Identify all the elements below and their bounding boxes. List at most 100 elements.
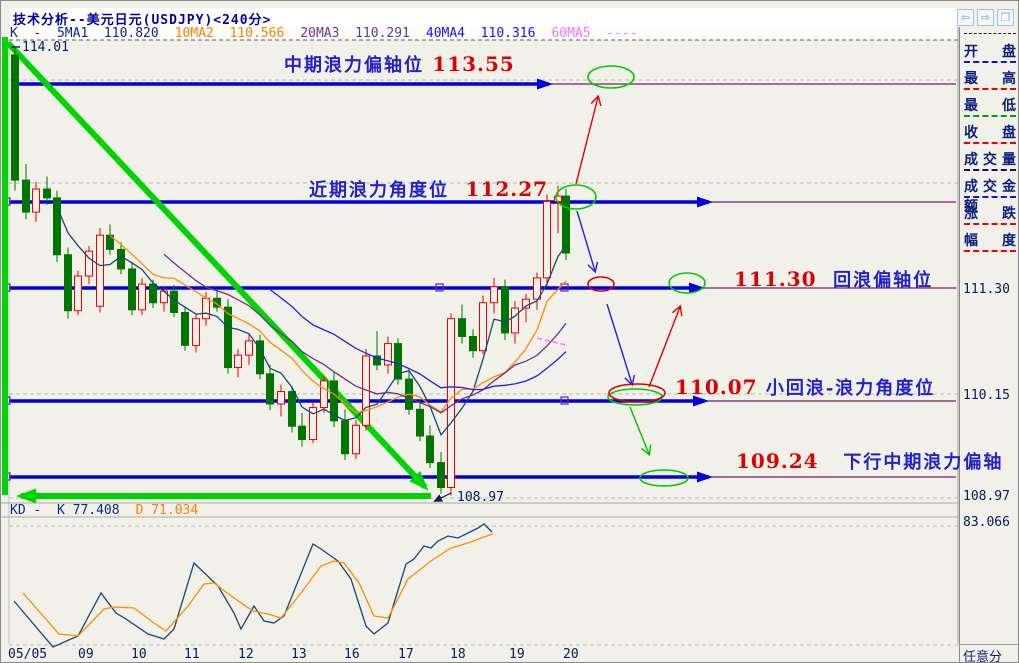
sidebar-row-value-line <box>964 115 1016 117</box>
sidebar-row-label: 最低 <box>964 98 1016 114</box>
candle-body <box>160 290 168 304</box>
ma-line <box>269 288 567 391</box>
cascade-icon[interactable]: ❐ <box>997 9 1014 26</box>
text-part: KD - K 77.408 <box>10 503 120 518</box>
line-drag-handle[interactable] <box>2 396 11 405</box>
kd-d-line <box>22 533 494 637</box>
sidebar-row-label: 涨跌 <box>964 206 1016 222</box>
line-drag-handle[interactable] <box>435 283 444 292</box>
candle-body <box>192 318 200 346</box>
price-mark-text: 108.97 <box>457 490 504 505</box>
candle-body <box>352 424 360 455</box>
quote-sidebar: 开盘 最高 最低 收盘 成交量 成交金额 涨跌 幅度 <box>961 29 1018 252</box>
highlight-ellipse[interactable] <box>607 388 663 406</box>
sidebar-row: 成交金额 <box>961 171 1018 215</box>
sidebar-row: 成交量 <box>961 144 1018 171</box>
price-scale-value: 83.066 <box>963 515 1010 530</box>
candle-body <box>266 373 274 405</box>
candle-body <box>562 195 570 254</box>
candle-body <box>437 462 445 489</box>
sidebar-row-value-line <box>964 250 1016 252</box>
sidebar-row: 涨跌 <box>961 198 1018 225</box>
line-drag-handle[interactable] <box>560 283 569 292</box>
x-axis-label: 12 <box>238 647 254 662</box>
sidebar-row-label: 幅度 <box>964 233 1016 249</box>
level-price-text: 110.07 <box>675 375 758 399</box>
highlight-ellipse[interactable] <box>587 276 615 292</box>
candle-body <box>117 248 125 270</box>
period-selector[interactable]: 任意分 <box>963 650 1003 663</box>
sidebar-row-label: 最高 <box>964 71 1016 87</box>
candle-body <box>320 380 328 409</box>
price-scale-value: 111.30 <box>963 282 1010 297</box>
forward-icon[interactable]: ⇨ <box>977 9 994 26</box>
candle-body <box>501 286 509 334</box>
x-axis-label: 20 <box>563 647 579 662</box>
x-axis-label: 05/05 <box>8 647 48 662</box>
projection-arrow[interactable] <box>575 94 602 185</box>
back-icon[interactable]: ⇦ <box>957 9 974 26</box>
x-axis-label: 10 <box>131 647 147 662</box>
highlight-ellipse[interactable] <box>668 272 706 294</box>
highlight-ellipse[interactable] <box>555 184 597 210</box>
candle-body <box>202 297 210 320</box>
trend-line[interactable] <box>5 40 429 491</box>
text-part: 40MA4 110.316 <box>425 25 536 41</box>
candle-body <box>522 298 530 309</box>
level-name-text: 小回浪-浪力角度位 <box>757 378 936 399</box>
sidebar-row: 幅度 <box>961 225 1018 252</box>
candle-body <box>405 378 413 410</box>
sidebar-row: 最高 <box>961 63 1018 90</box>
title-bar: 技术分析--美元日元(USDJPY)<240分> <box>10 8 958 28</box>
highlight-ellipse[interactable] <box>639 469 689 487</box>
candle-body <box>64 254 72 312</box>
candle-body <box>533 277 541 300</box>
projection-arrow[interactable] <box>629 406 652 457</box>
candle-body <box>511 307 519 334</box>
ma-legend: K - 5MA1 110.820 10MA2 110.566 20MA3 110.2… <box>10 25 958 41</box>
price-scale-value: 108.97 <box>963 489 1010 504</box>
line-drag-handle[interactable] <box>560 197 569 206</box>
level-name-text: 中期浪力偏轴位 <box>284 55 433 76</box>
level-annotation: 近期浪力角度位 112.27 <box>309 176 548 202</box>
candle-body <box>149 283 157 304</box>
line-drag-handle[interactable] <box>2 472 11 481</box>
axis-line-right <box>959 644 1018 645</box>
level-name-text: 下行中期浪力偏轴 <box>818 452 1004 473</box>
x-axis-label: 11 <box>184 647 200 662</box>
line-drag-handle[interactable] <box>2 197 11 206</box>
x-axis-label: 19 <box>509 647 525 662</box>
level-annotation: 中期浪力偏轴位 113.55 <box>284 51 515 77</box>
line-drag-handle[interactable] <box>2 283 11 292</box>
candle-body <box>554 195 562 202</box>
projection-arrow[interactable] <box>606 303 636 387</box>
candle-body <box>277 391 285 405</box>
nav-icons: ⇦ ⇨ ❐ <box>957 9 1014 26</box>
projection-arrow[interactable] <box>576 210 599 274</box>
sidebar-row: 最低 <box>961 90 1018 117</box>
level-annotation: 110.07 小回浪-浪力角度位 <box>675 374 935 400</box>
sidebar-row-value-line <box>964 223 1016 225</box>
x-axis-label: 16 <box>344 647 360 662</box>
line-drag-handle[interactable] <box>560 396 569 405</box>
sidebar-row-value-line <box>964 88 1016 90</box>
sidebar-row-label: 开盘 <box>964 44 1016 60</box>
ma-line <box>109 235 567 413</box>
level-price-text: 109.24 <box>736 449 819 473</box>
highlight-ellipse[interactable] <box>587 65 635 89</box>
level-price-text: 112.27 <box>465 177 549 201</box>
x-axis-label: 17 <box>398 647 414 662</box>
sidebar-row-value-line <box>964 61 1016 63</box>
text-part: K - 5MA1 110.820 <box>10 25 159 41</box>
text-part: D 71.034 <box>135 503 199 518</box>
candle-body <box>245 340 253 356</box>
price-mark-text: 114.01 <box>22 40 69 55</box>
highlight-ellipse[interactable] <box>608 383 666 403</box>
candle-body <box>394 343 402 380</box>
panel-divider <box>959 27 960 662</box>
sidebar-row-value-line <box>964 142 1016 144</box>
ma-line <box>163 253 567 414</box>
candle-body <box>96 234 104 307</box>
candle-body <box>43 188 51 199</box>
candle-body <box>479 302 487 352</box>
